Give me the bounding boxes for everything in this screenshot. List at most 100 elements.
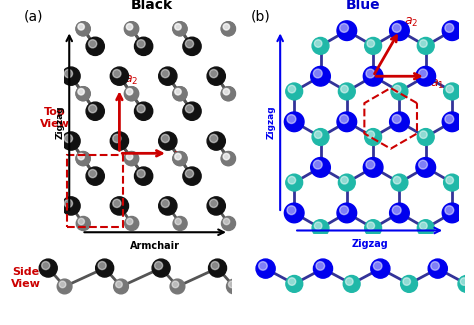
Circle shape bbox=[62, 132, 80, 150]
Circle shape bbox=[419, 131, 427, 138]
Circle shape bbox=[170, 279, 185, 294]
Circle shape bbox=[446, 176, 454, 184]
Circle shape bbox=[86, 167, 104, 185]
Circle shape bbox=[337, 21, 356, 41]
Text: $a_1$: $a_1$ bbox=[172, 150, 186, 163]
Circle shape bbox=[442, 21, 462, 41]
Circle shape bbox=[185, 169, 193, 178]
Circle shape bbox=[39, 259, 57, 277]
Circle shape bbox=[221, 87, 236, 101]
Circle shape bbox=[221, 22, 236, 36]
Circle shape bbox=[173, 87, 187, 101]
Circle shape bbox=[159, 67, 177, 85]
Circle shape bbox=[110, 197, 128, 215]
Circle shape bbox=[366, 160, 375, 169]
Circle shape bbox=[392, 23, 401, 32]
Circle shape bbox=[337, 112, 356, 132]
Circle shape bbox=[59, 281, 66, 288]
Circle shape bbox=[316, 262, 325, 270]
Circle shape bbox=[173, 22, 187, 36]
Circle shape bbox=[366, 69, 375, 78]
Circle shape bbox=[62, 197, 80, 215]
Circle shape bbox=[371, 259, 390, 278]
Circle shape bbox=[431, 262, 439, 270]
Circle shape bbox=[207, 132, 225, 150]
Circle shape bbox=[137, 40, 145, 48]
Circle shape bbox=[126, 153, 133, 160]
Circle shape bbox=[287, 115, 296, 124]
Circle shape bbox=[64, 134, 73, 143]
Circle shape bbox=[223, 218, 230, 225]
Circle shape bbox=[126, 88, 133, 95]
Circle shape bbox=[173, 22, 187, 36]
Circle shape bbox=[183, 167, 201, 185]
Circle shape bbox=[338, 174, 355, 191]
Circle shape bbox=[137, 105, 145, 113]
Circle shape bbox=[442, 112, 462, 132]
Circle shape bbox=[442, 203, 462, 223]
Circle shape bbox=[135, 167, 153, 185]
Circle shape bbox=[343, 276, 360, 292]
Circle shape bbox=[393, 85, 401, 93]
Circle shape bbox=[125, 22, 139, 36]
Circle shape bbox=[175, 153, 181, 160]
Circle shape bbox=[210, 199, 218, 207]
Circle shape bbox=[127, 153, 133, 160]
Circle shape bbox=[313, 69, 322, 78]
Circle shape bbox=[124, 87, 138, 101]
Circle shape bbox=[159, 197, 177, 215]
Circle shape bbox=[390, 203, 409, 223]
Text: $a_1$: $a_1$ bbox=[430, 78, 444, 91]
Circle shape bbox=[365, 37, 382, 54]
Circle shape bbox=[174, 153, 181, 160]
Circle shape bbox=[174, 24, 181, 30]
Circle shape bbox=[367, 131, 374, 138]
Circle shape bbox=[161, 70, 169, 78]
Circle shape bbox=[392, 206, 401, 214]
Circle shape bbox=[76, 151, 90, 166]
Circle shape bbox=[113, 134, 121, 143]
Circle shape bbox=[288, 176, 296, 184]
Circle shape bbox=[444, 83, 460, 100]
Circle shape bbox=[403, 278, 410, 285]
Circle shape bbox=[416, 158, 436, 177]
Circle shape bbox=[125, 151, 139, 166]
Circle shape bbox=[223, 88, 229, 95]
Circle shape bbox=[76, 22, 90, 36]
Circle shape bbox=[172, 281, 179, 288]
Circle shape bbox=[114, 279, 128, 294]
Circle shape bbox=[86, 102, 104, 120]
Circle shape bbox=[419, 69, 428, 78]
Text: $a_2$: $a_2$ bbox=[124, 73, 138, 87]
Circle shape bbox=[76, 87, 90, 101]
Circle shape bbox=[183, 102, 201, 120]
Circle shape bbox=[209, 259, 227, 277]
Circle shape bbox=[346, 278, 353, 285]
Circle shape bbox=[127, 88, 133, 95]
Circle shape bbox=[365, 220, 382, 237]
Text: (b): (b) bbox=[251, 10, 271, 24]
Circle shape bbox=[314, 40, 322, 47]
Circle shape bbox=[207, 197, 225, 215]
Circle shape bbox=[125, 87, 139, 101]
Circle shape bbox=[221, 216, 236, 230]
Circle shape bbox=[313, 160, 322, 169]
Circle shape bbox=[313, 259, 333, 278]
Circle shape bbox=[445, 115, 454, 124]
Circle shape bbox=[96, 259, 114, 277]
Title: Black: Black bbox=[131, 0, 173, 12]
Circle shape bbox=[284, 203, 304, 223]
Circle shape bbox=[458, 276, 474, 292]
Circle shape bbox=[428, 259, 447, 278]
Circle shape bbox=[89, 169, 97, 178]
Circle shape bbox=[286, 276, 303, 292]
Circle shape bbox=[417, 220, 434, 237]
Circle shape bbox=[314, 222, 322, 229]
Circle shape bbox=[113, 70, 121, 78]
Circle shape bbox=[113, 199, 121, 207]
Circle shape bbox=[341, 85, 348, 93]
Circle shape bbox=[390, 112, 409, 132]
Circle shape bbox=[312, 37, 329, 54]
Circle shape bbox=[210, 134, 218, 143]
Text: Armchair: Armchair bbox=[130, 241, 180, 251]
